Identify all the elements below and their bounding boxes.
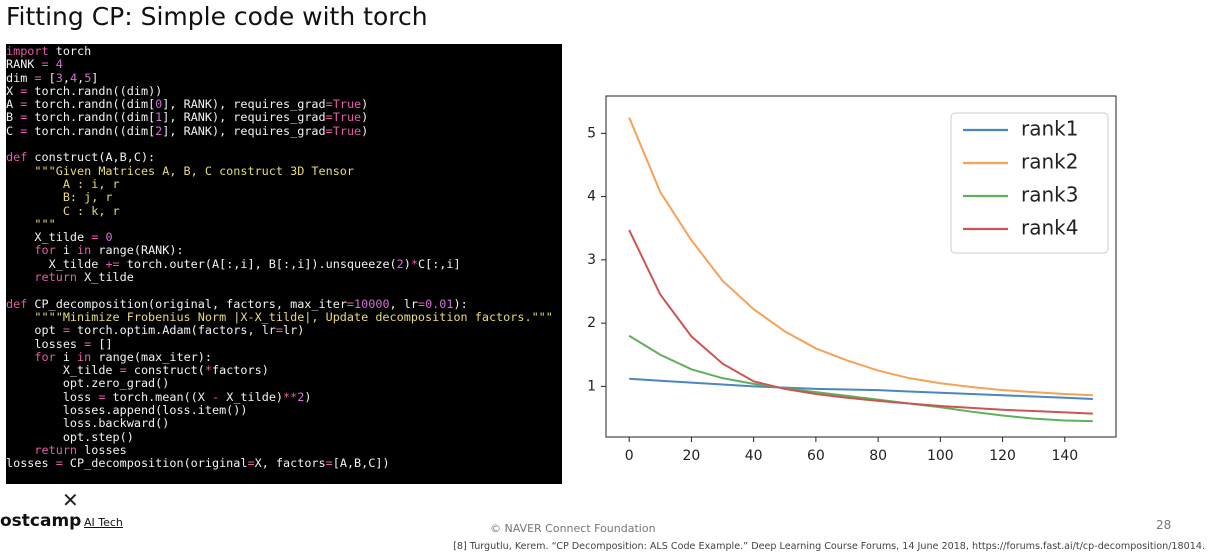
code-line: def CP_decomposition(original, factors, … [6,296,468,311]
code-line: losses = CP_decomposition(original=X, fa… [6,456,390,471]
code-line: def construct(A,B,C): [6,150,156,165]
slide-title: Fitting CP: Simple code with torch [6,2,428,31]
y-tick-label: 1 [587,378,596,394]
legend-label: rank4 [1021,216,1078,240]
code-line: B: j, r [6,190,113,205]
x-tick-label: 60 [807,448,825,464]
code-line: C : k, r [6,203,120,218]
code-line: X_tilde = construct(*factors) [6,363,269,378]
code-line: opt.zero_grad() [6,376,170,391]
x-tick-label: 40 [745,448,763,464]
y-tick-label: 4 [587,189,596,205]
x-tick-label: 20 [683,448,701,464]
code-line: return losses [34,442,127,457]
code-line: dim = [3,4,5] [6,70,99,85]
line [628,117,1093,397]
legend-label: rank2 [1021,150,1078,174]
logo-sub: AI Tech [84,516,123,529]
code-line: for i in range(max_iter): [34,349,213,364]
line [628,229,1093,415]
code-line: opt = torch.optim.Adam(factors, lr=lr) [6,323,305,338]
code-line: B = torch.randn((dim[1], RANK), requires… [6,110,369,125]
x-tick-label: 80 [869,448,887,464]
code-line: C = torch.randn((dim[2], RANK), requires… [6,123,369,138]
x-tick-label: 140 [1051,448,1078,464]
code-line: loss.backward() [6,416,170,431]
code-line: for i in range(RANK): [34,243,184,258]
y-tick-label: 2 [587,315,596,331]
legend-label: rank3 [1021,183,1078,207]
code-line: X = torch.randn((dim)) [6,83,163,98]
citation: [8] Turgutlu, Kerem. “CP Decomposition: … [453,541,1205,552]
code-line: RANK = 4 [6,57,63,72]
code-line: losses = [] [6,336,113,351]
logo-brand: ostcamp [0,511,82,531]
x-tick-label: 120 [989,448,1016,464]
code-line: """Given Matrices A, B, C construct 3D T… [6,163,355,178]
code-line: opt.step() [6,429,134,444]
copyright: © NAVER Connect Foundation [490,522,656,535]
code-block: import torch RANK = 4 dim = [3,4,5] X = tor… [6,44,562,484]
code-line: loss = torch.mean((X - X_tilde)**2) [6,389,312,404]
line [629,377,1093,401]
code-line: """"Minimize Frobenius Norm |X-X_tilde|,… [6,309,553,324]
line [628,334,1093,423]
legend-box [950,112,1109,254]
code-line: return X_tilde [34,270,134,285]
page-number: 28 [1156,518,1172,532]
code-line: import torch [6,44,92,58]
code-line: A = torch.randn((dim[0], RANK), requires… [6,97,369,112]
x-tick-label: 0 [625,448,634,464]
code-line: X_tilde += torch.outer(A[:,i], B[:,i]).u… [6,256,461,271]
close-icon: ✕ [62,488,79,512]
code-line: losses.append(loss.item()) [6,403,248,418]
legend-label: rank1 [1021,117,1078,141]
y-tick-label: 3 [587,252,596,268]
y-tick-label: 5 [587,125,596,141]
code-line: X_tilde = 0 [6,230,113,245]
x-tick-label: 100 [927,448,954,464]
code-line: """ [6,216,56,231]
code-line: A : i, r [6,176,120,191]
